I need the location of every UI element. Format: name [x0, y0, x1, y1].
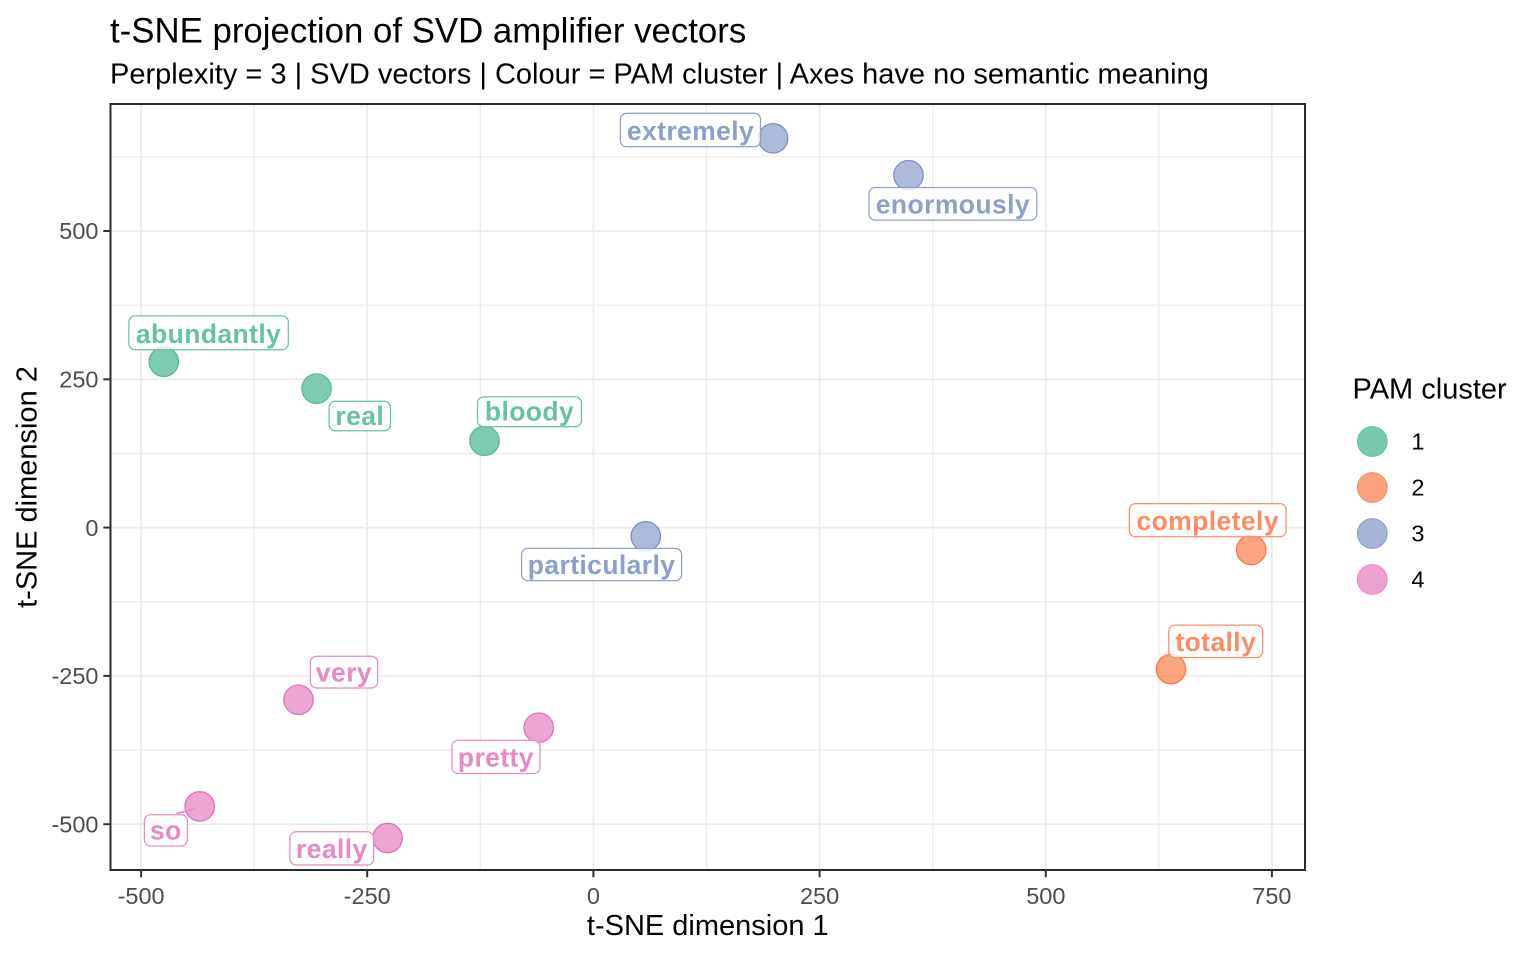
svg-text:-250: -250: [344, 883, 391, 909]
svg-text:t-SNE dimension 2: t-SNE dimension 2: [12, 366, 44, 608]
svg-text:really: really: [296, 834, 368, 864]
svg-text:750: 750: [1252, 883, 1291, 909]
svg-text:so: so: [150, 816, 182, 846]
svg-text:4: 4: [1411, 567, 1424, 593]
svg-text:0: 0: [587, 883, 600, 909]
svg-text:enormously: enormously: [876, 189, 1030, 219]
svg-text:real: real: [335, 401, 384, 431]
svg-text:t-SNE dimension 1: t-SNE dimension 1: [587, 910, 829, 942]
svg-text:extremely: extremely: [627, 116, 754, 146]
svg-text:3: 3: [1411, 521, 1424, 547]
svg-text:particularly: particularly: [528, 550, 676, 580]
svg-text:-250: -250: [51, 663, 98, 689]
svg-text:2: 2: [1411, 475, 1424, 501]
svg-text:500: 500: [59, 218, 98, 244]
svg-text:t-SNE projection of SVD amplif: t-SNE projection of SVD amplifier vector…: [110, 12, 746, 51]
svg-text:PAM cluster: PAM cluster: [1353, 374, 1508, 406]
svg-text:completely: completely: [1136, 506, 1278, 536]
svg-text:totally: totally: [1175, 627, 1256, 657]
svg-text:250: 250: [59, 367, 98, 393]
svg-text:-500: -500: [51, 811, 98, 837]
svg-text:bloody: bloody: [485, 397, 574, 427]
svg-text:-500: -500: [118, 883, 165, 909]
svg-text:0: 0: [85, 515, 98, 541]
svg-text:1: 1: [1411, 429, 1424, 455]
svg-text:pretty: pretty: [458, 743, 534, 773]
svg-text:250: 250: [800, 883, 839, 909]
svg-text:very: very: [316, 658, 372, 688]
svg-text:abundantly: abundantly: [136, 319, 281, 349]
svg-text:500: 500: [1026, 883, 1065, 909]
svg-text:Perplexity = 3 | SVD vectors |: Perplexity = 3 | SVD vectors | Colour = …: [110, 58, 1209, 90]
